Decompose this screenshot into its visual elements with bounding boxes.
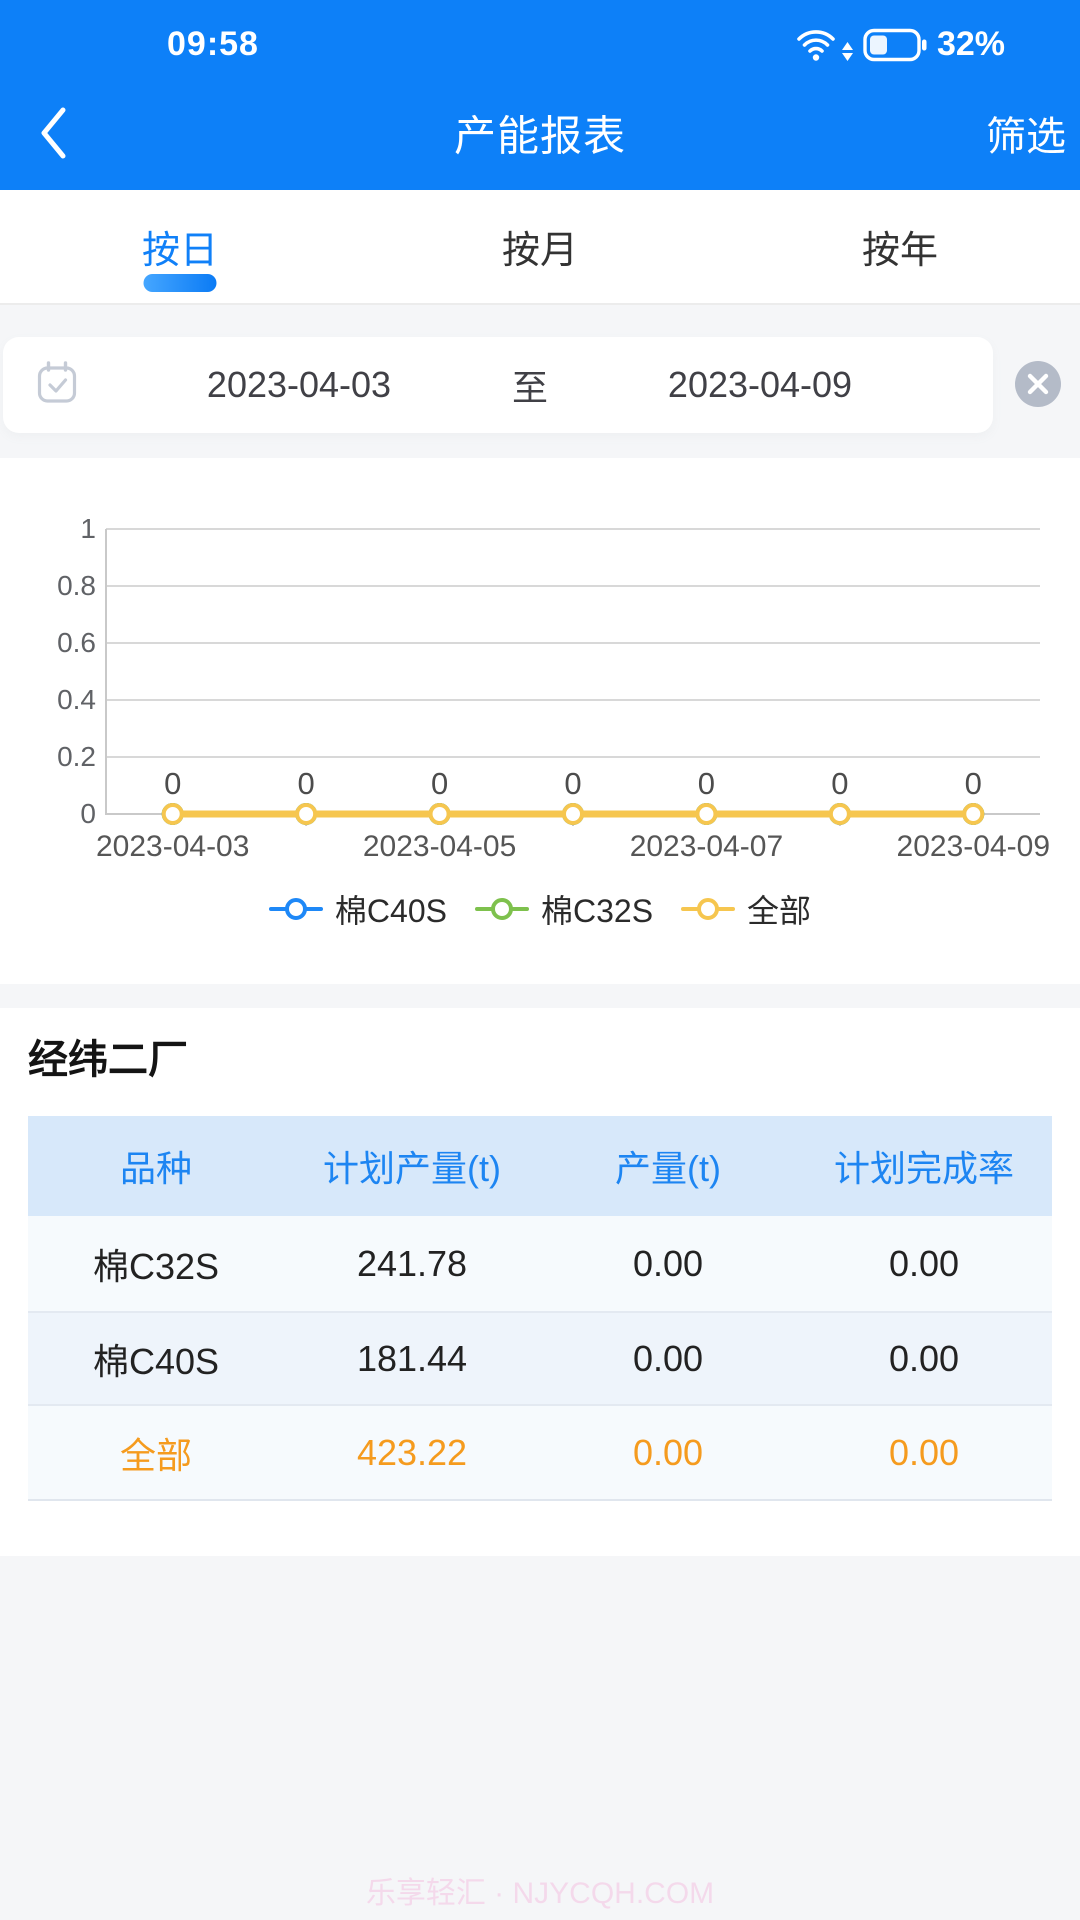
date-range-picker[interactable]: 2023-04-03 至 2023-04-09 [3,337,993,433]
table-cell: 棉C32S [92,1245,220,1287]
y-axis-label: 0 [80,798,96,829]
back-button[interactable] [38,105,72,161]
table-cell: 0.00 [888,1242,960,1284]
table-cell: 0.00 [888,1431,960,1473]
table-header-cell: 产量(t) [615,1148,721,1189]
legend-label: 棉C40S [334,893,447,929]
chart-legend: 棉C40S 棉C32S 全部 [0,886,1080,932]
x-axis-label: 2023-04-03 [95,830,250,863]
status-bar: 09:58 32% [0,0,1080,75]
legend-item-棉C40S[interactable]: 棉C40S [268,886,447,932]
y-axis-label: 1 [80,513,96,544]
y-axis-label: 0.8 [57,570,96,601]
table-cell: 棉C40S [92,1340,220,1382]
chart-point[interactable] [695,803,718,825]
clock: 09:58 [167,25,259,63]
line-marker-icon [268,898,323,920]
battery-percent: 32% [936,25,1005,63]
table-row: 棉C32S 241.78 0.00 0.00 [28,1216,1052,1311]
date-range-separator: 至 [511,367,549,408]
table-cell: 0.00 [888,1337,960,1379]
table-cell: 全部 [119,1434,192,1476]
date-filter-section: 2023-04-03 至 2023-04-09 [0,305,1080,458]
table-row: 棉C40S 181.44 0.00 0.00 [28,1311,1052,1406]
table-header-row: 品种 计划产量(t) 产量(t) 计划完成率 [28,1116,1052,1216]
table-cell: 0.00 [632,1337,704,1379]
close-icon [1027,373,1049,395]
y-axis-label: 0.6 [57,627,96,658]
table-cell: 181.44 [356,1337,468,1379]
factory-section: 经纬二厂 品种 计划产量(t) 产量(t) 计划完成率棉C32S 241.78 0.00 0… [0,1008,1080,1556]
x-axis-label: 2023-04-05 [362,830,517,863]
legend-item-全部[interactable]: 全部 [681,886,811,932]
chart-point[interactable] [962,803,985,825]
chart-point[interactable] [428,803,451,825]
tab-by-year[interactable]: 按年 [861,230,938,272]
legend-label: 棉C32S [540,893,654,929]
network-arrows-icon [841,42,853,61]
point-value-label: 0 [831,766,848,801]
capacity-table: 品种 计划产量(t) 产量(t) 计划完成率 棉C32S 241.78 0.00 0.00 棉C… [28,1116,1052,1501]
active-tab-indicator [143,274,217,292]
chart-point[interactable] [828,803,851,825]
table-header-cell: 计划产量(t) [323,1148,501,1189]
y-axis-label: 0.4 [57,684,96,715]
chart-point[interactable] [161,803,184,825]
table-cell: 423.22 [356,1431,468,1473]
tab-by-day[interactable]: 按日 [0,190,360,303]
calendar-check-icon [35,360,79,411]
y-axis-label: 0.2 [57,741,96,772]
chevron-left-icon [41,107,66,158]
watermark: 乐享轻汇 · NJYCQH.COM [365,1877,715,1910]
line-marker-icon [474,898,529,920]
tab-by-month[interactable]: 按月 [501,230,578,272]
wifi-icon [796,28,836,62]
end-date[interactable]: 2023-04-09 [667,364,853,405]
battery-icon [863,28,927,62]
factory-title: 经纬二厂 [28,1038,188,1082]
x-axis-label: 2023-04-09 [896,830,1051,863]
legend-label: 全部 [747,893,812,929]
point-value-label: 0 [298,766,315,801]
chart-point[interactable] [562,803,584,825]
table-cell: 0.00 [632,1242,704,1284]
point-value-label: 0 [431,766,448,801]
start-date[interactable]: 2023-04-03 [206,364,392,405]
point-value-label: 0 [164,766,181,801]
x-axis-label: 2023-04-07 [629,830,784,863]
filter-button[interactable]: 筛选 [986,114,1066,159]
point-value-label: 0 [564,766,581,801]
table-header-cell: 品种 [119,1148,192,1189]
table-header-cell: 计划完成率 [833,1148,1014,1189]
section-divider [0,984,1080,1008]
legend-item-棉C32S[interactable]: 棉C32S [474,886,654,932]
nav-bar: 产能报表 筛选 [0,75,1080,190]
point-value-label: 0 [965,766,982,801]
footer: 乐享轻汇 · NJYCQH.COM [0,1556,1080,1920]
chart-plot[interactable]: 0 0 0 0 0 0 0 [0,458,1080,984]
clear-date-button[interactable] [1015,361,1061,407]
line-marker-icon [681,898,736,920]
table-cell: 0.00 [632,1431,704,1473]
table-cell: 241.78 [356,1242,468,1284]
point-value-label: 0 [698,766,715,801]
chart-point[interactable] [295,803,318,825]
page-title: 产能报表 [453,112,627,159]
table-row: 全部 423.22 0.00 0.00 [28,1406,1052,1501]
period-tabs: 按日 按月 按年 [0,190,1080,305]
